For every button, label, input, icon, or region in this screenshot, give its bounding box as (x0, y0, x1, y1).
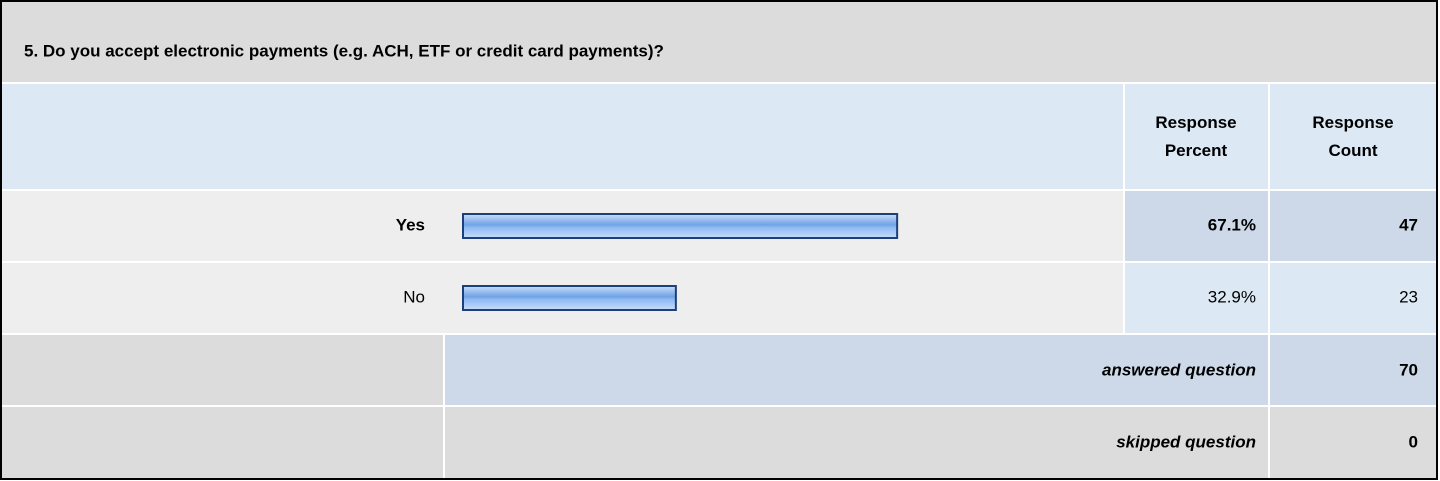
title: 5. Do you accept electronic payments (e.… (24, 41, 664, 60)
cell (1270, 263, 1436, 333)
cell (2, 335, 443, 405)
column-header: Response Count (1312, 113, 1393, 160)
summary-label: skipped question (1116, 432, 1256, 451)
cell (1270, 407, 1436, 478)
cell (2, 407, 443, 478)
cell (1125, 191, 1268, 261)
cell (445, 407, 1268, 478)
title-row (2, 2, 1436, 82)
summary-value: 70 (1399, 360, 1418, 379)
bar (462, 285, 677, 311)
cell (1125, 263, 1268, 333)
header-cell (1270, 84, 1436, 189)
count: 23 (1399, 287, 1418, 306)
row-label: No (403, 287, 425, 306)
summary-value: 0 (1409, 432, 1418, 451)
column-header: Response Percent (1155, 113, 1236, 160)
header-cell (1125, 84, 1268, 189)
cell (1270, 335, 1436, 405)
percent: 67.1% (1208, 215, 1256, 234)
count: 47 (1399, 215, 1418, 234)
percent: 32.9% (1208, 287, 1256, 306)
header-blank (2, 84, 1123, 189)
cell (1270, 191, 1436, 261)
cell (445, 335, 1268, 405)
bar (462, 213, 899, 239)
row-label: Yes (396, 215, 425, 234)
summary-label: answered question (1102, 360, 1256, 379)
